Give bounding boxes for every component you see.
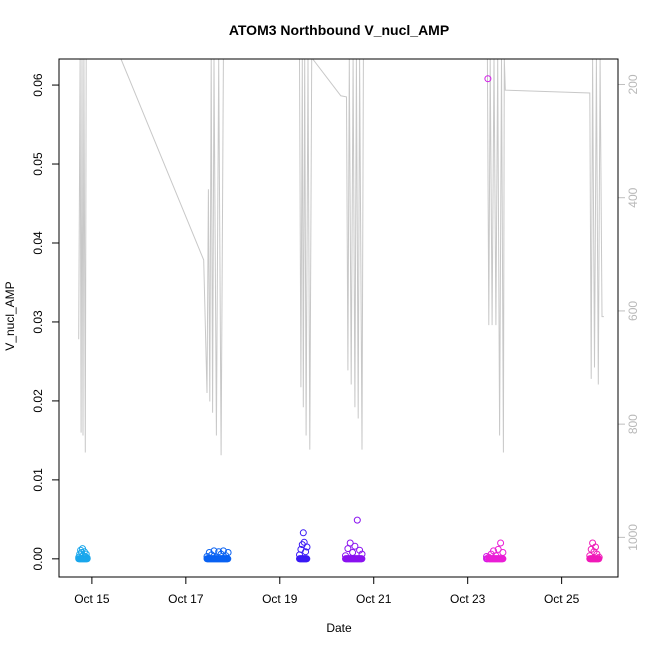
data-point	[586, 552, 594, 560]
data-point	[353, 516, 361, 524]
plot-clip-group	[75, 59, 604, 563]
data-point	[224, 549, 232, 556]
data-point	[358, 555, 366, 563]
x-tick-label: Oct 17	[168, 592, 204, 606]
data-point	[351, 542, 359, 550]
x-tick-label: Oct 15	[74, 592, 110, 606]
y-tick-label: 0.06	[31, 73, 45, 97]
data-point	[492, 552, 500, 560]
data-point	[346, 539, 354, 547]
y-tick-label: 0.04	[31, 231, 45, 255]
plot-area: 0.00 0.01 0.02 0.03 0.04 0.05 0.06 200 400 600 800…	[31, 59, 640, 606]
data-point	[303, 555, 311, 563]
data-point	[210, 547, 218, 555]
series-6	[586, 539, 603, 563]
data-point	[83, 554, 91, 562]
data-point	[299, 529, 307, 537]
chart-title: ATOM3 Northbound V_nucl_AMP	[229, 22, 449, 38]
y2-tick-label: 600	[626, 301, 640, 321]
y-axis-label: V_nucl_AMP	[3, 281, 17, 350]
y2-tick-label: 800	[626, 414, 640, 434]
series-3	[342, 516, 366, 563]
series-0	[75, 545, 91, 563]
data-point	[342, 552, 349, 560]
series-1	[203, 547, 232, 563]
data-point	[484, 75, 492, 83]
series-5	[485, 539, 507, 563]
y-tick-label: 0.00	[31, 547, 45, 571]
y-tick-label: 0.01	[31, 468, 45, 492]
data-point	[82, 550, 90, 558]
y-tick-label: 0.02	[31, 389, 45, 413]
data-point	[215, 548, 223, 556]
secondary-line-segment-0	[78, 59, 365, 456]
data-point	[205, 549, 213, 556]
secondary-line-segment-1	[485, 59, 604, 453]
data-point	[497, 539, 505, 547]
data-point	[494, 545, 502, 553]
y-tick-label: 0.03	[31, 310, 45, 334]
data-point	[595, 553, 603, 561]
x-axis-label: Date	[326, 621, 352, 635]
data-point	[302, 548, 310, 556]
x-tick-label: Oct 25	[544, 592, 580, 606]
y2-tick-label: 400	[626, 187, 640, 207]
x-tick-label: Oct 21	[356, 592, 392, 606]
y2-tick-label: 200	[626, 74, 640, 94]
y-tick-label: 0.05	[31, 152, 45, 176]
data-point	[203, 553, 211, 560]
data-point	[349, 549, 357, 556]
y2-tick-label: 1000	[626, 524, 640, 551]
series-2	[296, 529, 311, 563]
data-point	[358, 550, 366, 558]
plot-border	[58, 58, 619, 578]
data-point	[303, 543, 311, 551]
x-tick-label: Oct 23	[450, 592, 486, 606]
data-point	[499, 549, 507, 556]
x-tick-label: Oct 19	[262, 592, 298, 606]
data-point	[592, 543, 599, 551]
